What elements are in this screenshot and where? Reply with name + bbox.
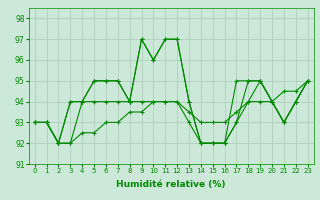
X-axis label: Humidité relative (%): Humidité relative (%) <box>116 180 226 189</box>
